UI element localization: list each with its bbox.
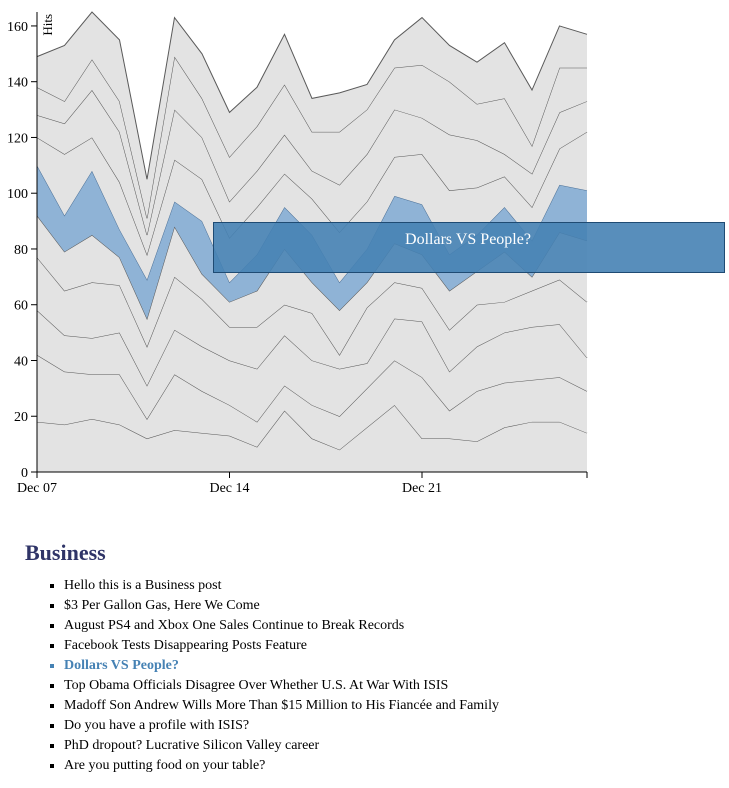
post-item[interactable]: $3 Per Gallon Gas, Here We Come [64, 596, 725, 616]
post-item[interactable]: PhD dropout? Lucrative Silicon Valley ca… [64, 736, 725, 756]
x-tick-label: Dec 21 [402, 481, 442, 496]
x-tick-label: Dec 14 [209, 481, 249, 496]
post-item[interactable]: Are you putting food on your table? [64, 756, 725, 776]
y-tick-label: 100 [7, 187, 28, 202]
post-item[interactable]: August PS4 and Xbox One Sales Continue t… [64, 616, 725, 636]
post-item[interactable]: Hello this is a Business post [64, 576, 725, 596]
chart: 0 20 40 60 80 100 120 140 160 Dec 07 Dec 14 Dec 21 H… [7, 11, 725, 496]
area-line [36, 11, 588, 180]
x-tick-label: Dec 07 [17, 481, 57, 496]
area [37, 354, 587, 450]
post-item[interactable]: Madoff Son Andrew Wills More Than $15 Mi… [64, 696, 725, 716]
y-tick-label: 80 [14, 243, 28, 258]
section-title: Business [25, 540, 106, 565]
post-item[interactable]: Top Obama Officials Disagree Over Whethe… [64, 676, 725, 696]
post-item[interactable]: Do you have a profile with ISIS? [64, 716, 725, 736]
y-axis-label: Hits [40, 14, 55, 36]
area [37, 310, 587, 422]
area [37, 257, 587, 386]
y-tick-label: 120 [7, 131, 28, 146]
area [37, 90, 587, 255]
y-tick-label: 140 [7, 76, 28, 91]
post-section: Business Hello this is a Business post$3… [25, 540, 725, 776]
tooltip-text: Dollars VS People? [405, 231, 531, 248]
area [37, 56, 587, 236]
y-tick-label: 20 [14, 410, 28, 425]
area [37, 12, 587, 219]
post-item[interactable]: Facebook Tests Disappearing Posts Featur… [64, 636, 725, 656]
y-tick-label: 40 [14, 354, 28, 369]
tooltip-box [213, 222, 725, 273]
y-tick-label: 0 [21, 466, 28, 481]
area [37, 215, 587, 355]
y-tick-label: 160 [7, 20, 28, 35]
y-tick-label: 60 [14, 299, 28, 314]
post-item[interactable]: Dollars VS People? [64, 656, 725, 676]
post-list: Hello this is a Business post$3 Per Gall… [25, 576, 725, 776]
